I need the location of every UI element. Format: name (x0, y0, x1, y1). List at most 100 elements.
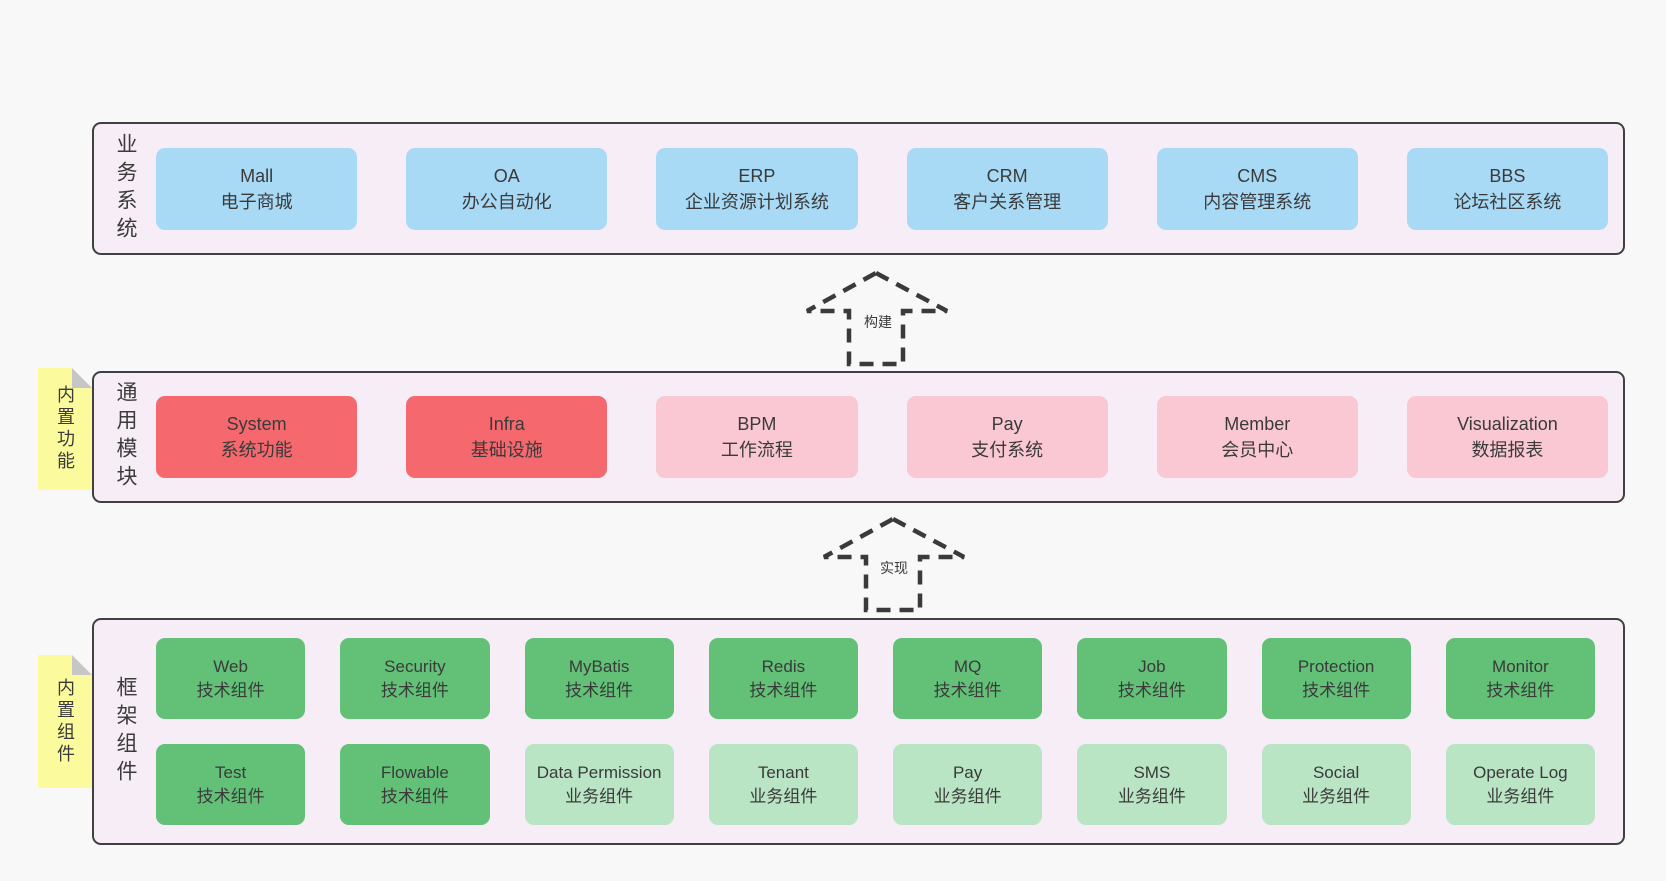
box-tenant-name: Tenant (757, 762, 809, 782)
framework-components-grid: Web 技术组件 Security 技术组件 MyBatis 技术组件 Redi… (156, 620, 1623, 843)
box-infra-name: Infra (488, 414, 525, 434)
box-mq-name: MQ (953, 656, 982, 676)
box-bbs-name: BBS (1489, 165, 1526, 186)
box-data-permission-desc: 业务组件 (565, 786, 634, 806)
sticky-note-built-in-features: 内置功能 (38, 368, 92, 490)
box-test-name: Test (215, 762, 247, 782)
sticky-note-built-in-components: 内置组件 (38, 655, 92, 788)
box-social-name: Social (1312, 762, 1360, 782)
common-modules-label-column: 通用模块 (94, 373, 156, 501)
box-sms-name: SMS (1133, 762, 1171, 782)
box-web-name: Web (213, 656, 248, 676)
business-systems-container: 业务系统 Mall 电子商城 OA 办公自动化 ERP 企业资源计划系统 CRM… (92, 122, 1625, 255)
box-mall-name: Mall (240, 165, 274, 186)
box-protection: Protection 技术组件 (1261, 638, 1411, 719)
box-member-name: Member (1224, 414, 1291, 434)
business-systems-label-column: 业务系统 (94, 124, 156, 253)
box-job-name: Job (1138, 656, 1166, 676)
box-social-desc: 业务组件 (1302, 786, 1371, 806)
box-cms-desc: 内容管理系统 (1203, 191, 1312, 212)
box-monitor-desc: 技术组件 (1486, 680, 1555, 700)
box-test: Test 技术组件 (156, 744, 306, 825)
box-crm-desc: 客户关系管理 (953, 191, 1062, 212)
common-modules-container: 通用模块 System 系统功能 Infra 基础设施 BPM 工作流程 Pay… (92, 371, 1625, 503)
box-cms-name: CMS (1237, 165, 1278, 186)
box-erp-name: ERP (738, 165, 776, 186)
box-tenant: Tenant 业务组件 (708, 744, 858, 825)
box-protection-name: Protection (1297, 656, 1375, 676)
box-visualization-desc: 数据报表 (1471, 440, 1544, 460)
box-operate-log: Operate Log 业务组件 (1445, 744, 1595, 825)
arrow-implement-label: 实现 (821, 558, 967, 578)
box-flowable: Flowable 技术组件 (340, 744, 490, 825)
box-redis-name: Redis (761, 656, 806, 676)
framework-components-container: 框架组件 Web 技术组件 Security 技术组件 MyBatis 技术组件… (92, 618, 1625, 845)
box-mybatis: MyBatis 技术组件 (524, 638, 674, 719)
box-job-desc: 技术组件 (1117, 680, 1186, 700)
common-modules-label: 通用模块 (114, 381, 137, 493)
box-visualization: Visualization 数据报表 (1406, 396, 1609, 478)
box-protection-desc: 技术组件 (1302, 680, 1371, 700)
box-pay-component: Pay 业务组件 (893, 744, 1043, 825)
framework-components-label-column: 框架组件 (94, 620, 156, 843)
box-monitor-name: Monitor (1492, 656, 1549, 676)
box-mq: MQ 技术组件 (893, 638, 1043, 719)
box-mq-desc: 技术组件 (933, 680, 1002, 700)
box-security: Security 技术组件 (340, 638, 490, 719)
box-web: Web 技术组件 (156, 638, 306, 719)
box-member: Member 会员中心 (1156, 396, 1358, 478)
box-erp-desc: 企业资源计划系统 (684, 191, 829, 212)
box-data-permission-name: Data Permission (536, 762, 662, 782)
sticky-built-in-features-label: 内置功能 (55, 385, 75, 473)
box-bbs-desc: 论坛社区系统 (1453, 191, 1562, 212)
box-tenant-desc: 业务组件 (749, 786, 818, 806)
box-oa-name: OA (493, 165, 520, 186)
box-monitor: Monitor 技术组件 (1445, 638, 1595, 719)
box-infra-desc: 基础设施 (470, 440, 543, 460)
box-oa: OA 办公自动化 (406, 147, 608, 230)
box-pay-component-name: Pay (952, 762, 983, 782)
box-visualization-name: Visualization (1457, 414, 1558, 434)
box-redis-desc: 技术组件 (749, 680, 818, 700)
box-operate-log-desc: 业务组件 (1486, 786, 1555, 806)
framework-components-row-2: Test 技术组件 Flowable 技术组件 Data Permission … (156, 744, 1595, 825)
box-mybatis-desc: 技术组件 (565, 680, 634, 700)
business-systems-label: 业务系统 (114, 132, 137, 245)
box-social: Social 业务组件 (1261, 744, 1411, 825)
box-mall: Mall 电子商城 (156, 147, 358, 230)
box-pay-component-desc: 业务组件 (933, 786, 1002, 806)
box-job: Job 技术组件 (1077, 638, 1227, 719)
box-web-desc: 技术组件 (196, 680, 265, 700)
box-system-name: System (226, 414, 287, 434)
common-modules-row: System 系统功能 Infra 基础设施 BPM 工作流程 Pay 支付系统… (156, 373, 1623, 501)
box-erp: ERP 企业资源计划系统 (656, 147, 858, 230)
box-member-desc: 会员中心 (1221, 440, 1294, 460)
framework-components-row-1: Web 技术组件 Security 技术组件 MyBatis 技术组件 Redi… (156, 638, 1595, 719)
box-infra: Infra 基础设施 (406, 396, 608, 478)
box-operate-log-name: Operate Log (1473, 762, 1568, 782)
box-pay-name: Pay (991, 414, 1023, 434)
box-mall-desc: 电子商城 (220, 191, 293, 212)
box-crm: CRM 客户关系管理 (906, 147, 1108, 230)
box-flowable-desc: 技术组件 (380, 786, 449, 806)
box-test-desc: 技术组件 (196, 786, 265, 806)
box-data-permission: Data Permission 业务组件 (524, 744, 674, 825)
box-cms: CMS 内容管理系统 (1156, 147, 1358, 230)
box-sms: SMS 业务组件 (1077, 744, 1227, 825)
box-bpm-name: BPM (737, 414, 777, 434)
box-bpm: BPM 工作流程 (656, 396, 858, 478)
box-system-desc: 系统功能 (220, 440, 293, 460)
box-bpm-desc: 工作流程 (720, 440, 793, 460)
arrow-build-label: 构建 (805, 312, 951, 332)
framework-components-label: 框架组件 (114, 675, 137, 788)
box-pay: Pay 支付系统 (906, 396, 1108, 478)
box-sms-desc: 业务组件 (1117, 786, 1186, 806)
box-system: System 系统功能 (156, 396, 358, 478)
box-redis: Redis 技术组件 (708, 638, 858, 719)
box-security-desc: 技术组件 (380, 680, 449, 700)
box-crm-name: CRM (986, 165, 1028, 186)
sticky-built-in-components-label: 内置组件 (55, 677, 75, 766)
box-pay-desc: 支付系统 (971, 440, 1044, 460)
box-security-name: Security (384, 656, 446, 676)
